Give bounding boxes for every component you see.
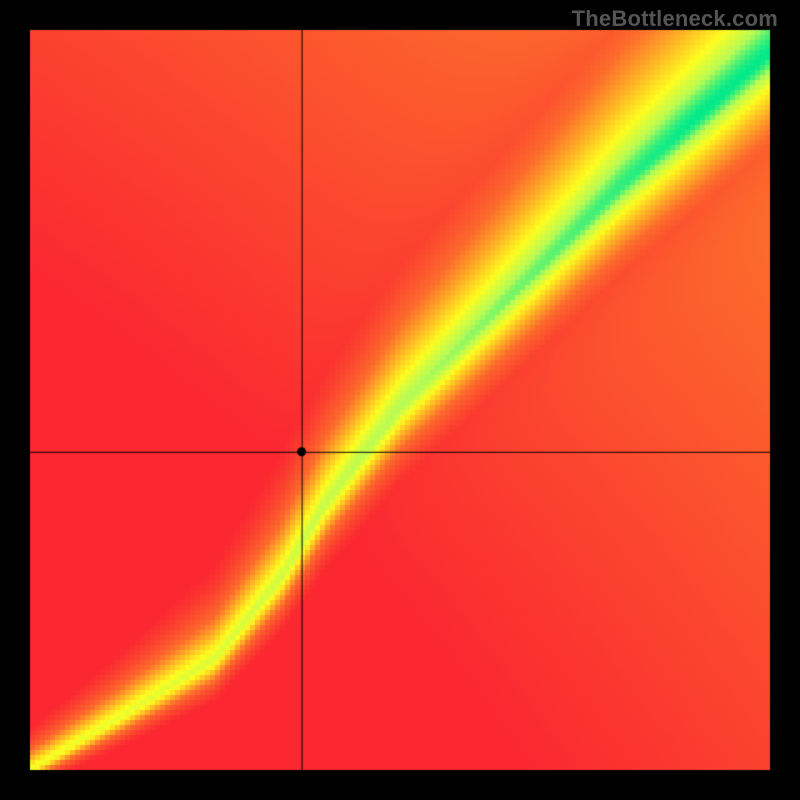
- chart-container: TheBottleneck.com: [0, 0, 800, 800]
- bottleneck-heatmap: [0, 0, 800, 800]
- watermark-text: TheBottleneck.com: [572, 6, 778, 32]
